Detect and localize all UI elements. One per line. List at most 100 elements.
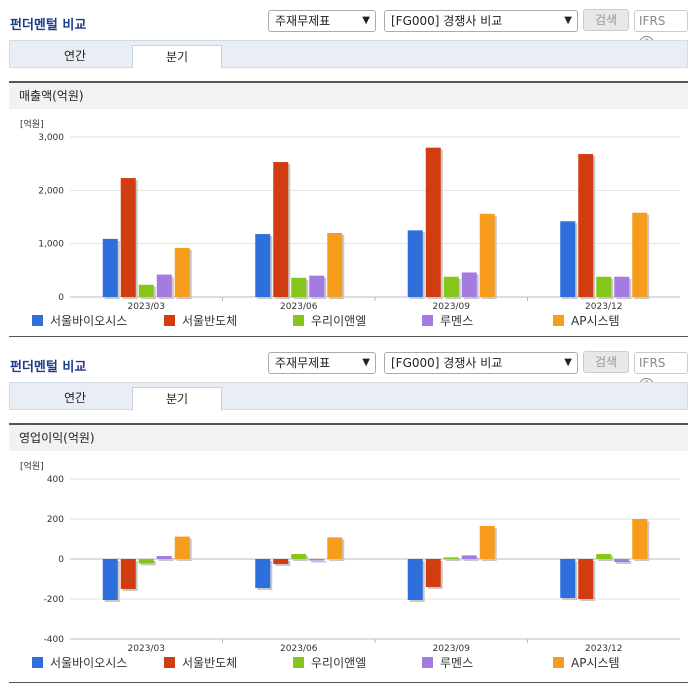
y-tick-label: -400 — [44, 635, 65, 645]
bar — [291, 554, 307, 559]
bar — [120, 559, 136, 589]
revenue-chart: [억원] 0 1,000 2,000 3,000 2023/03 2023/06 2023/0… — [20, 118, 680, 328]
x-tick-label: 2023/06 — [280, 644, 318, 654]
operating-profit-chart: [억원] -400 -200 0 200 400 2023/03 2023/06 2023/09… — [20, 460, 680, 670]
bar — [560, 221, 576, 297]
y-tick-label: 0 — [58, 555, 64, 565]
bar — [614, 276, 630, 297]
y-tick-label: 0 — [58, 293, 64, 303]
unit-label: [억원] — [20, 118, 44, 130]
bar — [138, 559, 154, 564]
y-tick-label: 2,000 — [38, 186, 64, 196]
unit-label: [억원] — [20, 460, 44, 472]
bar — [614, 559, 630, 562]
legend-swatch — [553, 657, 564, 668]
period-tabs: 연간 분기 — [9, 382, 688, 411]
legend-label: 서울반도체 — [182, 314, 237, 328]
panel-title: 펀더멘털 비교 — [10, 18, 87, 33]
bar — [596, 276, 612, 297]
bar — [174, 536, 190, 559]
bar — [479, 526, 495, 559]
divider — [9, 682, 688, 683]
bar — [632, 212, 648, 297]
bar-shadow — [616, 561, 632, 564]
bar — [291, 277, 307, 297]
legend-swatch — [32, 315, 43, 326]
search-button[interactable]: 검색 — [583, 351, 629, 373]
y-tick-label: 3,000 — [38, 133, 64, 143]
bar — [425, 559, 441, 587]
tab-annual[interactable]: 연간 — [63, 391, 87, 405]
legend-label: AP시스템 — [571, 656, 620, 670]
bar — [156, 274, 172, 297]
bar — [327, 537, 343, 559]
comparison-select[interactable]: [FG000] 경쟁사 비교 ▼ — [384, 352, 578, 374]
search-button[interactable]: 검색 — [583, 9, 629, 31]
divider — [9, 336, 688, 337]
ifrs-button[interactable]: IFRS ? — [634, 10, 688, 51]
ifrs-label: IFRS — [639, 356, 666, 370]
bar — [273, 559, 289, 564]
bar-shadow — [158, 558, 174, 561]
comparison-select-value: [FG000] 경쟁사 비교 — [391, 356, 503, 370]
ifrs-label: IFRS — [639, 14, 666, 28]
chevron-down-icon: ▼ — [362, 357, 370, 368]
bar — [479, 213, 495, 297]
bar — [578, 154, 594, 297]
bar — [174, 247, 190, 297]
tab-annual[interactable]: 연간 — [63, 49, 87, 63]
bar — [156, 556, 172, 559]
bar — [255, 234, 271, 297]
bar — [102, 559, 118, 600]
legend-swatch — [293, 657, 304, 668]
bar — [425, 147, 441, 297]
legend-label: 우리이앤엘 — [311, 656, 366, 670]
metric-header: 영업이익(억원) — [9, 423, 688, 451]
bar — [309, 275, 325, 297]
statement-select-value: 주재무제표 — [275, 356, 331, 370]
legend-label: 루멘스 — [440, 314, 473, 328]
y-tick-label: 1,000 — [38, 240, 64, 250]
tab-quarterly[interactable]: 분기 — [132, 45, 222, 69]
legend-label: 루멘스 — [440, 656, 473, 670]
legend-label: 서울바이오시스 — [50, 314, 127, 328]
legend-label: 서울바이오시스 — [50, 656, 127, 670]
bar — [461, 272, 477, 297]
bar — [407, 230, 423, 297]
bar — [578, 559, 594, 599]
y-tick-label: 200 — [47, 515, 64, 525]
bar — [443, 557, 459, 559]
legend-label: AP시스템 — [571, 314, 620, 328]
legend-swatch — [553, 315, 564, 326]
metric-header: 매출액(억원) — [9, 81, 688, 109]
statement-select[interactable]: 주재무제표 ▼ — [268, 10, 376, 32]
x-tick-label: 2023/03 — [128, 644, 165, 654]
bar — [255, 559, 271, 588]
bar — [461, 555, 477, 559]
chevron-down-icon: ▼ — [564, 15, 572, 26]
bar-shadow — [311, 561, 327, 563]
chevron-down-icon: ▼ — [362, 15, 370, 26]
comparison-select[interactable]: [FG000] 경쟁사 비교 ▼ — [384, 10, 578, 32]
x-tick-label: 2023/06 — [280, 302, 318, 312]
bar — [120, 178, 136, 297]
bar — [443, 276, 459, 297]
bar — [273, 162, 289, 297]
statement-select[interactable]: 주재무제표 ▼ — [268, 352, 376, 374]
x-tick-label: 2023/03 — [128, 302, 165, 312]
comparison-select-value: [FG000] 경쟁사 비교 — [391, 14, 503, 28]
x-tick-label: 2023/09 — [433, 302, 471, 312]
y-tick-label: 400 — [47, 475, 64, 485]
legend-swatch — [422, 315, 433, 326]
bar — [407, 559, 423, 600]
bar — [327, 233, 343, 297]
tab-quarterly[interactable]: 분기 — [132, 387, 222, 411]
x-tick-label: 2023/12 — [585, 302, 622, 312]
statement-select-value: 주재무제표 — [275, 14, 331, 28]
ifrs-button[interactable]: IFRS ? — [634, 352, 688, 393]
bar-shadow — [463, 557, 479, 561]
legend-swatch — [164, 657, 175, 668]
x-tick-label: 2023/12 — [585, 644, 622, 654]
legend-swatch — [32, 657, 43, 668]
bar — [138, 284, 154, 297]
